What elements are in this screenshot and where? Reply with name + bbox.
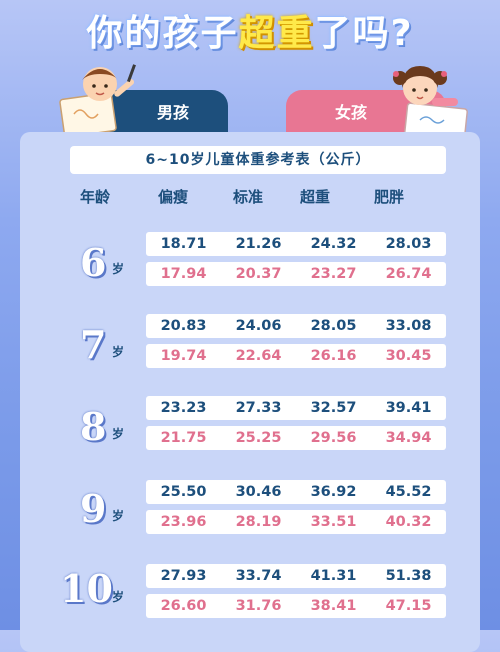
title-part1: 你的孩子	[86, 13, 239, 54]
table-row-boy-10: 27.93 33.74 41.31 51.38	[146, 564, 446, 588]
cell: 27.93	[160, 568, 207, 584]
cell: 23.27	[310, 266, 357, 282]
cell: 34.94	[385, 430, 432, 446]
cell: 31.76	[235, 598, 282, 614]
table-row-girl-8: 21.75 25.25 29.56 34.94	[146, 426, 446, 450]
cell: 33.51	[310, 514, 357, 530]
table-row-girl-6: 17.94 20.37 23.27 26.74	[146, 262, 446, 286]
table-title: 6~10岁儿童体重参考表（公斤）	[70, 146, 446, 174]
age-label-9: 9	[80, 486, 107, 531]
age-suffix: 岁	[112, 509, 125, 523]
age-suffix: 岁	[112, 345, 125, 359]
cell: 19.74	[160, 348, 207, 364]
cell: 23.23	[160, 400, 207, 416]
cell: 29.56	[310, 430, 357, 446]
cell: 26.74	[385, 266, 432, 282]
age-label-10: 10	[60, 566, 113, 611]
cell: 47.15	[385, 598, 432, 614]
cell: 28.19	[235, 514, 282, 530]
cell: 24.06	[235, 318, 282, 334]
cell: 41.31	[310, 568, 357, 584]
cell: 25.50	[160, 484, 207, 500]
age-suffix: 岁	[112, 427, 125, 441]
page-title: 你的孩子超重了吗?	[0, 4, 500, 56]
table-row-boy-7: 20.83 24.06 28.05 33.08	[146, 314, 446, 338]
age-suffix: 岁	[112, 262, 125, 276]
cell: 40.32	[385, 514, 432, 530]
age-suffix: 岁	[112, 590, 125, 604]
cell: 51.38	[385, 568, 432, 584]
title-part2: 了吗	[314, 13, 391, 54]
table-row-boy-6: 18.71 21.26 24.32 28.03	[146, 232, 446, 256]
cell: 20.83	[160, 318, 207, 334]
title-question: ?	[390, 13, 414, 54]
header-age: 年龄	[80, 188, 111, 206]
cell: 39.41	[385, 400, 432, 416]
cell: 45.52	[385, 484, 432, 500]
cell: 20.37	[235, 266, 282, 282]
cell: 25.25	[235, 430, 282, 446]
cell: 33.08	[385, 318, 432, 334]
age-label-7: 7	[80, 322, 107, 367]
cell: 30.45	[385, 348, 432, 364]
table-row-girl-10: 26.60 31.76 38.41 47.15	[146, 594, 446, 618]
cell: 24.32	[310, 236, 357, 252]
cell: 17.94	[160, 266, 207, 282]
cell: 33.74	[235, 568, 282, 584]
cell: 28.03	[385, 236, 432, 252]
table-row-boy-8: 23.23 27.33 32.57 39.41	[146, 396, 446, 420]
age-label-8: 8	[80, 404, 107, 449]
header-normal: 标准	[233, 188, 264, 206]
cell: 22.64	[235, 348, 282, 364]
tab-boy-label: 男孩	[156, 103, 189, 122]
cell: 30.46	[235, 484, 282, 500]
cell: 27.33	[235, 400, 282, 416]
cell: 36.92	[310, 484, 357, 500]
cell: 21.75	[160, 430, 207, 446]
header-obese: 肥胖	[374, 188, 405, 206]
girl-illustration	[393, 66, 468, 140]
boy-illustration	[59, 64, 136, 136]
cell: 26.16	[310, 348, 357, 364]
cell: 32.57	[310, 400, 357, 416]
cell: 28.05	[310, 318, 357, 334]
cell: 18.71	[160, 236, 207, 252]
table-row-girl-9: 23.96 28.19 33.51 40.32	[146, 510, 446, 534]
cell: 21.26	[235, 236, 282, 252]
title-highlight: 超重	[238, 13, 315, 54]
cell: 38.41	[310, 598, 357, 614]
cell: 26.60	[160, 598, 207, 614]
table-row-boy-9: 25.50 30.46 36.92 45.52	[146, 480, 446, 504]
table-row-girl-7: 19.74 22.64 26.16 30.45	[146, 344, 446, 368]
cell: 23.96	[160, 514, 207, 530]
age-label-6: 6	[80, 240, 107, 285]
header-underweight: 偏瘦	[158, 188, 189, 206]
tab-girl-label: 女孩	[334, 103, 367, 122]
header-overweight: 超重	[300, 188, 331, 206]
